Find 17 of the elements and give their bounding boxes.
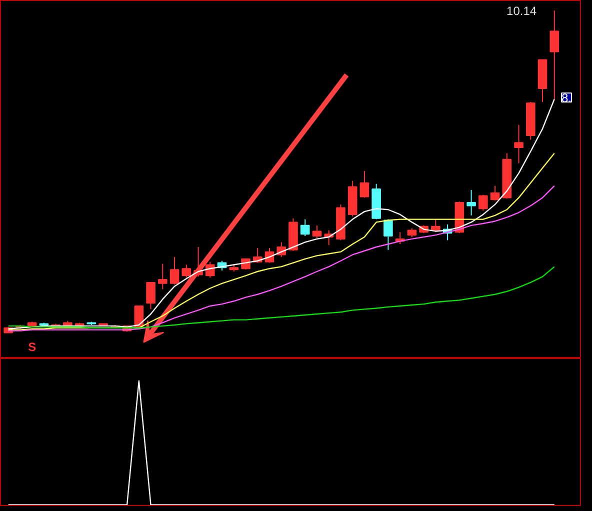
candlestick [170,256,180,285]
candlestick [466,189,476,216]
text: S [28,340,36,354]
candlestick [134,305,144,328]
candlestick [300,218,310,237]
candlestick [490,185,500,202]
annotation: 10.14 [506,4,537,18]
candlestick [158,263,168,290]
candlestick [312,224,322,238]
candlestick [550,10,560,100]
candlestick [146,282,156,310]
candlestick [514,124,524,164]
candlestick [360,170,370,198]
candlestick [182,264,192,278]
candlestick [205,261,215,278]
candlestick [478,194,488,212]
candlestick [384,218,393,250]
